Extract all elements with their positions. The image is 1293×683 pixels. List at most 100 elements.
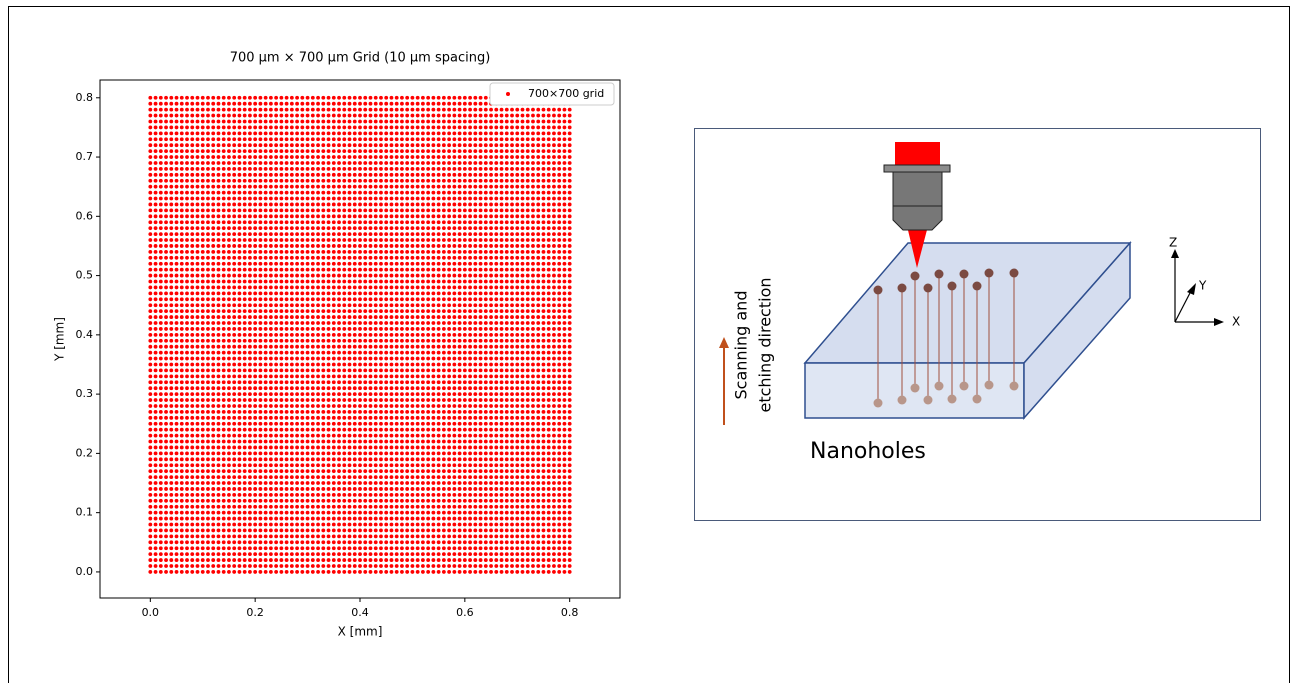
point: [190, 131, 194, 135]
point: [232, 214, 236, 218]
point: [369, 315, 373, 319]
point: [437, 345, 441, 349]
point: [227, 167, 231, 171]
point: [463, 327, 467, 331]
point: [164, 570, 168, 574]
point: [206, 297, 210, 301]
point: [332, 226, 336, 230]
point: [243, 220, 247, 224]
point: [222, 357, 226, 361]
point: [253, 475, 257, 479]
point: [353, 108, 357, 112]
point: [332, 250, 336, 254]
point: [421, 570, 425, 574]
point: [201, 226, 205, 230]
point: [390, 120, 394, 124]
point: [379, 434, 383, 438]
point: [442, 96, 446, 100]
point: [206, 274, 210, 278]
point: [379, 327, 383, 331]
point: [196, 297, 200, 301]
point: [311, 333, 315, 337]
point: [348, 315, 352, 319]
point: [243, 286, 247, 290]
point: [259, 469, 263, 473]
point: [269, 523, 273, 527]
point: [185, 434, 189, 438]
point: [154, 191, 158, 195]
point: [222, 369, 226, 373]
point: [426, 203, 430, 207]
point: [442, 208, 446, 212]
point: [463, 191, 467, 195]
point: [253, 386, 257, 390]
point: [290, 570, 294, 574]
point: [321, 108, 325, 112]
point: [243, 250, 247, 254]
point: [196, 203, 200, 207]
point: [363, 250, 367, 254]
point: [321, 339, 325, 343]
point: [285, 345, 289, 349]
point: [348, 167, 352, 171]
point: [190, 481, 194, 485]
point: [279, 339, 283, 343]
point: [452, 481, 456, 485]
point: [374, 570, 378, 574]
point: [416, 143, 420, 147]
point: [159, 534, 163, 538]
point: [238, 268, 242, 272]
point: [327, 463, 331, 467]
point: [431, 315, 435, 319]
point: [411, 369, 415, 373]
point: [248, 511, 252, 515]
point: [400, 226, 404, 230]
point: [279, 457, 283, 461]
point: [248, 351, 252, 355]
point: [421, 102, 425, 106]
point: [238, 297, 242, 301]
point: [363, 422, 367, 426]
point: [217, 280, 221, 284]
point: [201, 351, 205, 355]
point: [295, 161, 299, 165]
point: [217, 517, 221, 521]
point: [295, 226, 299, 230]
point: [279, 114, 283, 118]
point: [259, 333, 263, 337]
point: [306, 120, 310, 124]
point: [269, 404, 273, 408]
point: [358, 570, 362, 574]
point: [253, 552, 257, 556]
point: [437, 226, 441, 230]
point: [201, 469, 205, 473]
point: [452, 410, 456, 414]
point: [437, 291, 441, 295]
point: [463, 137, 467, 141]
point: [201, 481, 205, 485]
point: [232, 286, 236, 290]
point: [463, 422, 467, 426]
point: [332, 511, 336, 515]
point: [290, 167, 294, 171]
point: [337, 327, 341, 331]
point: [458, 505, 462, 509]
point: [311, 374, 315, 378]
point: [164, 540, 168, 544]
point: [154, 321, 158, 325]
point: [431, 398, 435, 402]
point: [405, 552, 409, 556]
point: [321, 244, 325, 248]
point: [353, 203, 357, 207]
point: [264, 161, 268, 165]
point: [285, 351, 289, 355]
point: [431, 232, 435, 236]
point: [332, 505, 336, 509]
point: [159, 309, 163, 313]
point: [342, 197, 346, 201]
point: [300, 564, 304, 568]
point: [232, 558, 236, 562]
point: [238, 244, 242, 248]
point: [238, 167, 242, 171]
point: [405, 410, 409, 414]
